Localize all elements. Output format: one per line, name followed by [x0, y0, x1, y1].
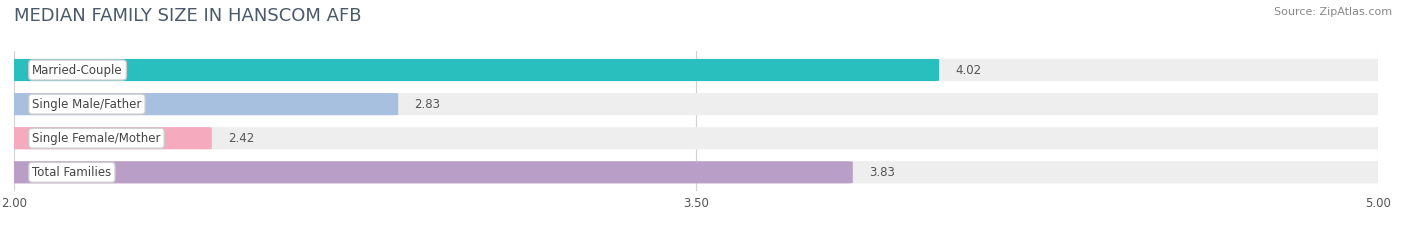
- Text: 2.83: 2.83: [415, 98, 440, 111]
- FancyBboxPatch shape: [7, 161, 1385, 183]
- Text: Source: ZipAtlas.com: Source: ZipAtlas.com: [1274, 7, 1392, 17]
- Text: 2.42: 2.42: [228, 132, 254, 145]
- FancyBboxPatch shape: [7, 93, 1385, 115]
- FancyBboxPatch shape: [7, 161, 853, 183]
- Text: MEDIAN FAMILY SIZE IN HANSCOM AFB: MEDIAN FAMILY SIZE IN HANSCOM AFB: [14, 7, 361, 25]
- FancyBboxPatch shape: [7, 127, 212, 149]
- Text: Total Families: Total Families: [32, 166, 111, 179]
- Text: Single Female/Mother: Single Female/Mother: [32, 132, 160, 145]
- Text: Single Male/Father: Single Male/Father: [32, 98, 142, 111]
- FancyBboxPatch shape: [7, 59, 1385, 81]
- Text: Married-Couple: Married-Couple: [32, 64, 122, 76]
- Text: 4.02: 4.02: [955, 64, 981, 76]
- FancyBboxPatch shape: [7, 93, 398, 115]
- FancyBboxPatch shape: [7, 59, 939, 81]
- Text: 3.83: 3.83: [869, 166, 894, 179]
- FancyBboxPatch shape: [7, 127, 1385, 149]
